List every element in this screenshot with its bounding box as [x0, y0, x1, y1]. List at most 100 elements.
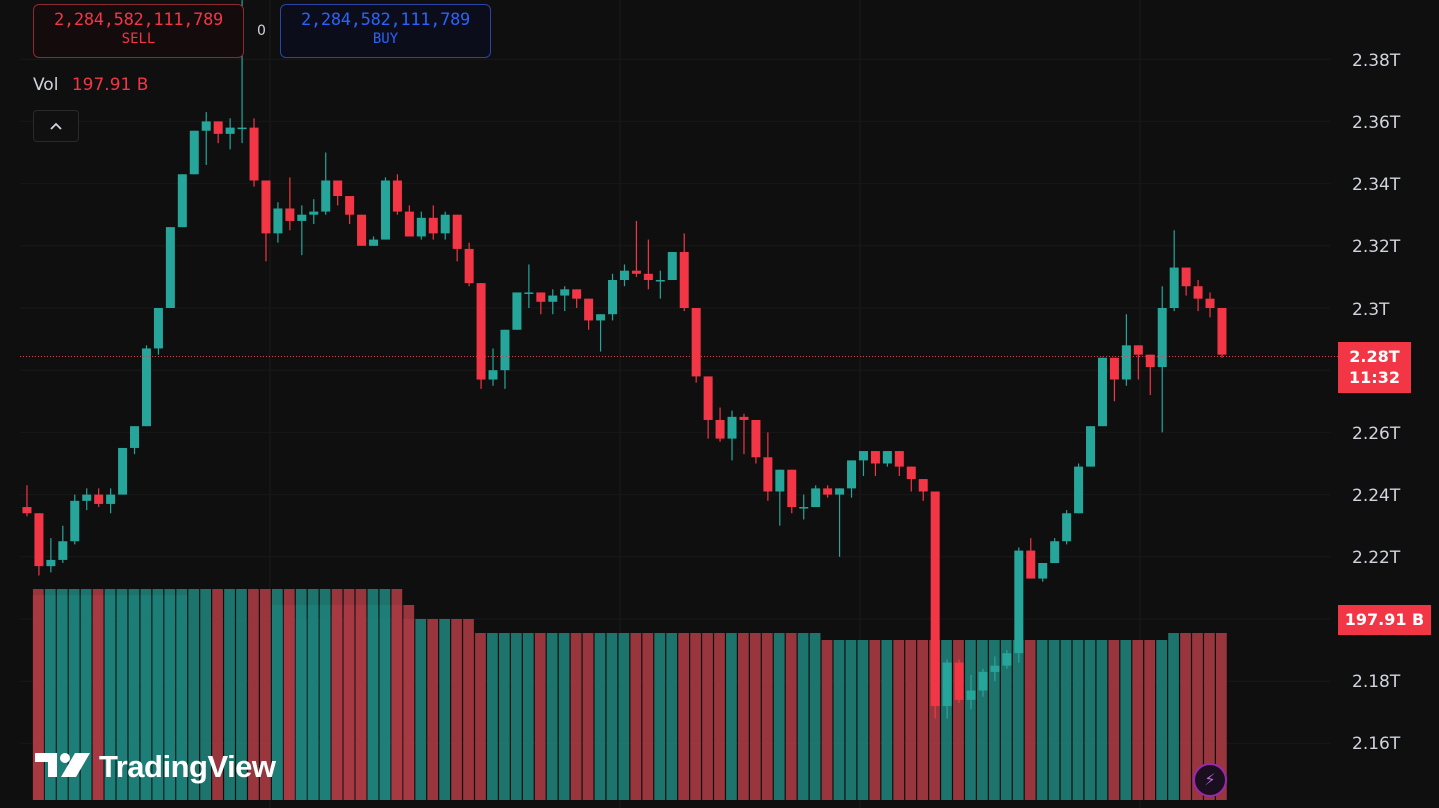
candle-body	[1086, 426, 1096, 467]
candle-body	[715, 419, 725, 439]
volume-bar	[343, 619, 355, 800]
volume-bar	[1060, 640, 1072, 800]
candle-body	[643, 273, 653, 281]
lightning-icon[interactable]: ⚡	[1193, 763, 1227, 797]
collapse-legend-button[interactable]	[33, 110, 79, 142]
volume-bar	[427, 619, 439, 800]
candle-body	[369, 239, 379, 246]
volume-bar	[1168, 633, 1179, 800]
candle-body	[727, 416, 737, 439]
volume-bar	[917, 640, 928, 800]
candle-body	[476, 283, 486, 380]
volume-bar	[965, 640, 976, 800]
price-axis-tick: 2.32T	[1352, 237, 1401, 257]
candle-body	[1145, 354, 1155, 368]
candle-body	[524, 292, 534, 294]
candle-body	[1014, 550, 1024, 654]
candle-body	[309, 211, 319, 215]
candle-body	[416, 217, 426, 237]
price-axis-tick: 2.16T	[1352, 734, 1401, 754]
candle-body	[954, 662, 964, 700]
volume-bar	[116, 595, 128, 800]
buy-button[interactable]: 2,284,582,111,789 BUY	[280, 4, 491, 58]
volume-bar	[1204, 633, 1215, 800]
volume-bar	[929, 640, 940, 800]
candle-body	[34, 513, 44, 567]
volume-bar	[582, 633, 594, 800]
volume-bar	[1108, 640, 1120, 800]
candle-body	[942, 662, 952, 707]
volume-bar	[845, 640, 857, 800]
candle-body	[631, 270, 641, 274]
candle-body	[118, 447, 128, 495]
candle-body	[488, 370, 498, 380]
candle-body	[452, 214, 462, 249]
candle-body	[739, 416, 749, 420]
candle-body	[667, 252, 677, 281]
candle-body	[930, 491, 940, 707]
sell-button[interactable]: 2,284,582,111,789 SELL	[33, 4, 244, 58]
candle-body	[22, 507, 32, 514]
candle-body	[392, 180, 402, 212]
volume-bar	[785, 633, 797, 800]
candle-body	[1062, 513, 1072, 542]
volume-bar	[678, 633, 689, 800]
candle-body	[608, 280, 618, 315]
candle-body	[213, 121, 223, 134]
volume-bar	[988, 640, 1000, 800]
volume-bar	[1144, 640, 1156, 800]
volume-bar	[1024, 640, 1036, 800]
price-axis-tick: 2.26T	[1352, 424, 1401, 444]
volume-bar	[44, 595, 56, 800]
volume-bar	[726, 633, 737, 800]
candle-body	[823, 488, 833, 495]
candle-body	[345, 196, 355, 215]
candle-body	[273, 208, 283, 234]
candle-body	[404, 211, 414, 237]
tradingview-logo[interactable]: TradingView	[35, 749, 276, 785]
volume-bar	[56, 595, 68, 800]
candle-body	[870, 451, 880, 464]
candle-body	[799, 507, 809, 509]
volume-bar	[164, 595, 176, 800]
volume-bar	[283, 605, 295, 800]
volume-bar	[307, 619, 319, 800]
volume-bar	[977, 640, 988, 800]
volume-bar	[1000, 640, 1012, 800]
candle-body	[1026, 550, 1036, 579]
volume-bar	[546, 633, 558, 800]
candle-body	[46, 559, 56, 567]
candle-body	[500, 329, 510, 371]
volume-bar	[128, 595, 140, 800]
candle-body	[966, 690, 976, 700]
candle-body	[464, 248, 474, 284]
volume-bar	[761, 633, 773, 800]
candle-body	[787, 469, 797, 508]
volume-bar	[1216, 633, 1227, 800]
volume-bar	[881, 640, 893, 800]
volume-bar	[630, 633, 642, 800]
candle-body	[811, 488, 821, 508]
volume-bar	[893, 640, 905, 800]
candle-body	[380, 180, 390, 240]
volume-bar	[319, 619, 331, 800]
volume-bar	[1048, 640, 1060, 800]
volume-bar	[463, 619, 474, 800]
candle-body	[1121, 345, 1131, 380]
candle-body	[1109, 357, 1119, 380]
spread-value: 0	[257, 23, 266, 39]
tradingview-logo-text: TradingView	[99, 749, 276, 784]
volume-bar	[1120, 640, 1132, 800]
price-axis-tick: 2.38T	[1352, 51, 1401, 71]
candle-body	[106, 494, 116, 504]
volume-bar	[773, 633, 785, 800]
volume-bar	[140, 595, 152, 800]
volume-bar	[857, 640, 869, 800]
volume-bar	[367, 619, 379, 800]
candle-body	[763, 457, 773, 492]
volume-bar	[176, 595, 188, 800]
tradingview-logo-icon	[35, 751, 91, 783]
volume-bar	[809, 633, 821, 800]
current-volume-label: 197.91 B	[1338, 605, 1431, 635]
